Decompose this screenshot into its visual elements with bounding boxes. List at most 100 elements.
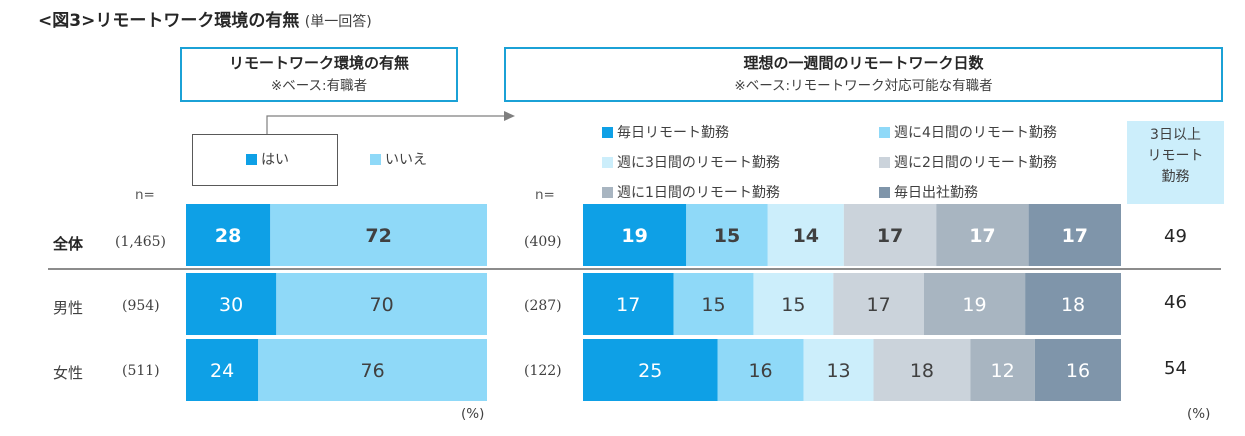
bar-label-right-male-s4: 17 — [867, 294, 891, 316]
bar-left-female-s1 — [186, 339, 259, 401]
bar-label-right-total-s5: 17 — [969, 225, 995, 247]
bar-right-female-s6 — [1034, 339, 1121, 401]
legend-item-yes: はい — [246, 149, 289, 169]
left-panel-title: リモートワーク環境の有無 — [228, 54, 409, 72]
bar-label-right-female-s5: 12 — [991, 360, 1015, 382]
bar-label-left-female-s1: 24 — [210, 360, 234, 382]
bar-label-right-female-s6: 16 — [1066, 360, 1090, 382]
bar-label-right-male-s2: 15 — [701, 294, 725, 316]
legend-label-yes: はい — [261, 152, 289, 168]
bar-left-total-s1 — [186, 204, 271, 266]
bar-right-total-s5 — [936, 204, 1029, 266]
legend-swatch-r5 — [602, 186, 613, 198]
bar-right-male-s3 — [753, 273, 834, 335]
legend-label-r4: 週に2日間のリモート勤務 — [894, 155, 1057, 171]
bar-label-right-male-s3: 15 — [781, 294, 805, 316]
bar-right-female-s2 — [717, 339, 804, 401]
legend-item-r4: 週に2日間のリモート勤務 — [879, 152, 1057, 172]
bar-label-right-total-s3: 14 — [793, 225, 819, 247]
bar-label-left-male-s1: 30 — [219, 294, 243, 316]
left-legend-box — [192, 134, 338, 186]
legend-label-r2: 週に4日間のリモート勤務 — [894, 125, 1057, 141]
legend-label-r6: 毎日出社勤務 — [894, 185, 978, 201]
bar-right-female-s4 — [873, 339, 971, 401]
bar-label-right-female-s2: 16 — [748, 360, 772, 382]
n-label-left: n= — [135, 187, 155, 203]
bar-left-male-s2 — [276, 273, 487, 335]
n-value-left-total: (1,465) — [115, 234, 167, 250]
bar-left-total-s2 — [270, 204, 487, 266]
legend-swatch-r3 — [602, 156, 613, 168]
legend-item-r1: 毎日リモート勤務 — [602, 122, 729, 142]
figure-title-sub: (単一回答) — [304, 14, 372, 30]
left-panel-base: ※ベース:有職者 — [270, 78, 368, 94]
n-value-left-female: (511) — [122, 363, 160, 379]
bar-label-right-total-s1: 19 — [621, 225, 647, 247]
left-panel-header: リモートワーク環境の有無 ※ベース:有職者 — [180, 47, 458, 102]
bar-label-left-female-s2: 76 — [361, 360, 385, 382]
bar-label-right-total-s4: 17 — [877, 225, 903, 247]
bar-right-female-s3 — [803, 339, 874, 401]
n-value-right-female: (122) — [524, 363, 562, 379]
legend-swatch-r2 — [879, 126, 890, 138]
legend-item-no: いいえ — [370, 149, 427, 169]
legend-item-r6: 毎日出社勤務 — [879, 182, 978, 202]
bar-left-female-s2 — [258, 339, 487, 401]
summary-value-male: 46 — [1164, 292, 1187, 313]
bar-label-left-total-s1: 28 — [215, 225, 241, 247]
bar-label-right-male-s5: 19 — [962, 294, 986, 316]
bar-right-male-s1 — [583, 273, 674, 335]
pct-unit-right: (%) — [1187, 406, 1211, 422]
summary-header-line3: 勤務 — [1161, 169, 1190, 185]
bar-right-total-s3 — [767, 204, 844, 266]
n-value-right-total: (409) — [524, 234, 562, 250]
bar-label-right-total-s2: 15 — [714, 225, 740, 247]
legend-label-r5: 週に1日間のリモート勤務 — [617, 185, 780, 201]
summary-value-female: 54 — [1164, 358, 1187, 379]
summary-value-total: 49 — [1164, 226, 1187, 247]
bar-right-total-s4 — [843, 204, 937, 266]
bar-right-male-s5 — [923, 273, 1026, 335]
legend-swatch-yes — [246, 153, 257, 165]
bar-label-left-male-s2: 70 — [370, 294, 394, 316]
n-label-right: n= — [535, 187, 555, 203]
bar-right-female-s5 — [970, 339, 1035, 401]
legend-label-r3: 週に3日間のリモート勤務 — [617, 155, 780, 171]
bar-label-left-total-s2: 72 — [365, 225, 391, 247]
pct-unit-left: (%) — [461, 406, 485, 422]
row-label-total: 全体 — [53, 235, 84, 253]
legend-item-r5: 週に1日間のリモート勤務 — [602, 182, 780, 202]
legend-swatch-r1 — [602, 126, 613, 138]
bar-right-male-s6 — [1025, 273, 1121, 335]
figure-title: <図3>リモートワーク環境の有無 (単一回答) — [38, 6, 372, 31]
row-label-female: 女性 — [53, 364, 84, 382]
row-label-male: 男性 — [53, 299, 84, 317]
legend-swatch-r4 — [879, 156, 890, 168]
legend-item-r3: 週に3日間のリモート勤務 — [602, 152, 780, 172]
right-panel-base: ※ベース:リモートワーク対応可能な有職者 — [734, 78, 993, 94]
bar-right-male-s2 — [673, 273, 754, 335]
legend-swatch-r6 — [879, 186, 890, 198]
bar-right-female-s1 — [583, 339, 718, 401]
bar-right-total-s6 — [1028, 204, 1121, 266]
figure-title-main: <図3>リモートワーク環境の有無 — [38, 11, 300, 31]
total-separator-line — [48, 268, 1221, 270]
bar-label-right-male-s6: 18 — [1061, 294, 1085, 316]
legend-label-r1: 毎日リモート勤務 — [617, 125, 729, 141]
summary-header-line2: リモート — [1147, 148, 1204, 164]
bar-label-right-male-s1: 17 — [616, 294, 640, 316]
bar-label-right-female-s4: 18 — [910, 360, 934, 382]
bar-right-total-s1 — [583, 204, 687, 266]
summary-header-line1: 3日以上 — [1150, 127, 1201, 143]
connector-arrow-icon — [266, 111, 515, 134]
summary-column-header: 3日以上 リモート 勤務 — [1127, 121, 1224, 204]
bar-left-male-s1 — [186, 273, 277, 335]
legend-swatch-no — [370, 153, 381, 165]
n-value-right-male: (287) — [524, 298, 562, 314]
bar-label-right-female-s1: 25 — [638, 360, 662, 382]
legend-label-no: いいえ — [385, 152, 427, 168]
bar-label-right-female-s3: 13 — [826, 360, 850, 382]
bar-label-right-total-s6: 17 — [1062, 225, 1088, 247]
bar-right-male-s4 — [833, 273, 924, 335]
